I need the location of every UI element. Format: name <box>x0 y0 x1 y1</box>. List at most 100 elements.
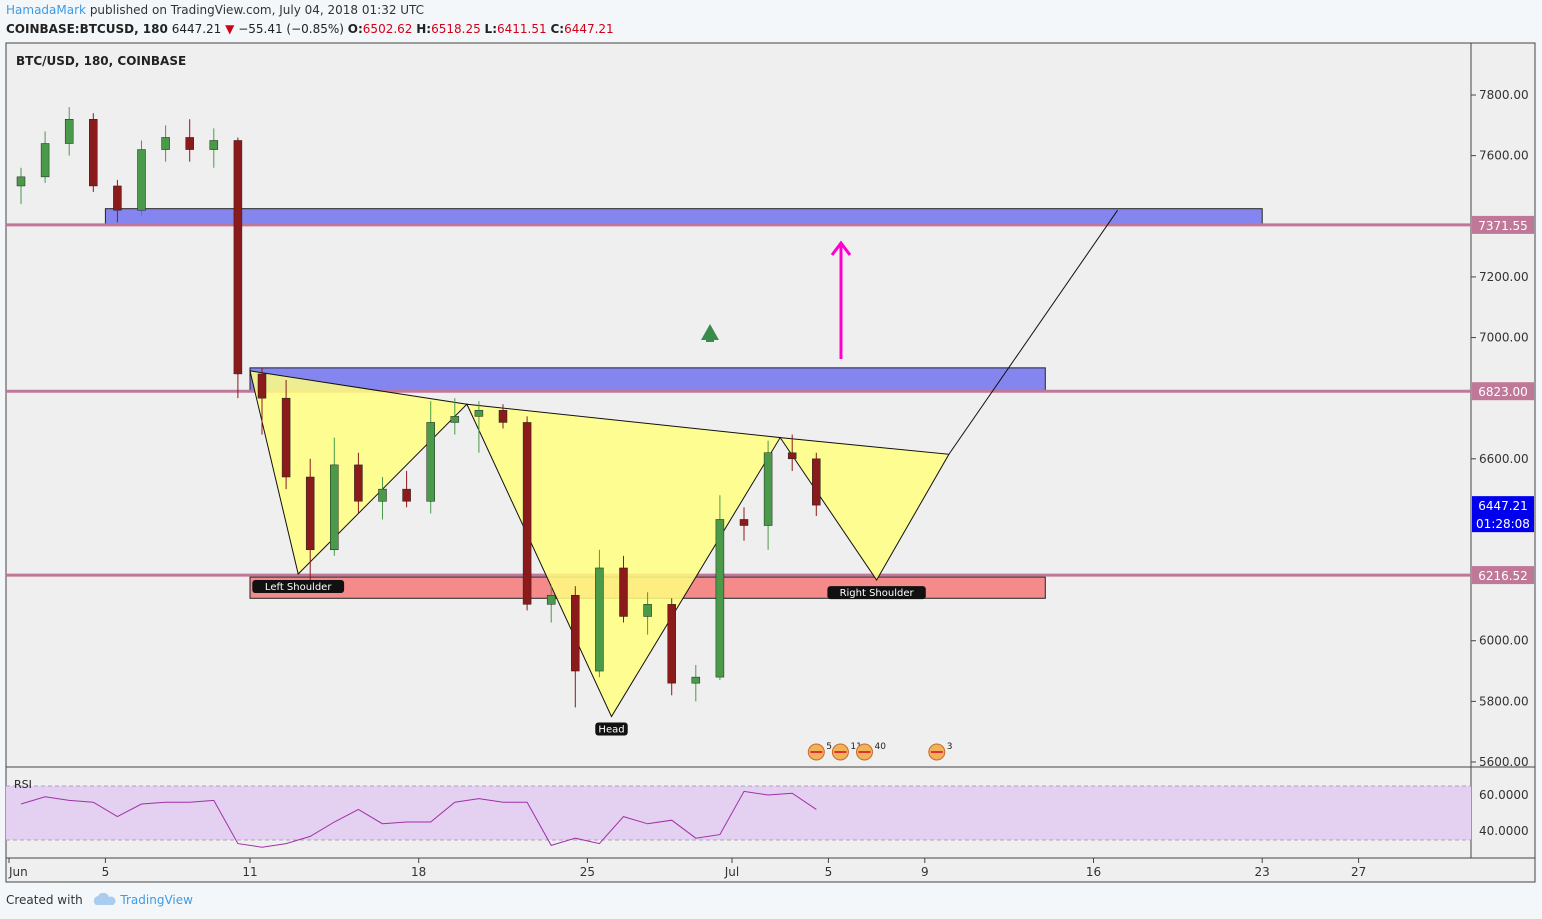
event-count: 3 <box>947 742 953 752</box>
long-position-icon <box>701 324 719 340</box>
candle-body <box>233 140 243 375</box>
rsi-band <box>6 786 1471 840</box>
pattern-label-bg <box>595 722 628 736</box>
candle-body <box>691 676 701 684</box>
footer: Created with TradingView <box>6 892 193 907</box>
created-with-text: Created with <box>6 893 83 907</box>
pattern-label: Head <box>598 725 624 736</box>
candle-body <box>161 137 170 150</box>
time-tick-label: 5 <box>825 865 833 879</box>
time-tick-label: 25 <box>580 865 595 879</box>
rsi-line <box>20 790 817 848</box>
down-arrow-icon: ▼ <box>225 22 235 36</box>
change-text: −55.41 (−0.85%) <box>238 22 344 36</box>
candle-body <box>571 595 580 672</box>
candle-body <box>40 143 50 178</box>
candle-body <box>474 410 484 417</box>
price-tick-label: 7800.00 <box>1479 88 1529 102</box>
published-text: published on TradingView.com, July 04, 2… <box>89 3 425 17</box>
time-tick-label: Jul <box>724 865 739 879</box>
last-price-badge <box>1472 496 1534 533</box>
candle-body <box>763 452 773 526</box>
candle-body <box>113 185 122 211</box>
time-tick-label: 5 <box>102 865 110 879</box>
candle-body <box>185 137 194 150</box>
time-tick-label: 18 <box>411 865 426 879</box>
candle-body <box>715 519 725 678</box>
tradingview-link[interactable]: TradingView <box>120 893 193 907</box>
pattern-label: Right Shoulder <box>840 588 915 599</box>
candle-body <box>209 140 219 150</box>
low-value: 6411.51 <box>497 22 547 36</box>
candle-body <box>450 416 460 423</box>
author-link[interactable]: HamadaMark <box>6 3 86 17</box>
candle-body <box>402 488 411 502</box>
publish-info: HamadaMark published on TradingView.com,… <box>6 3 424 17</box>
time-tick-label: Jun <box>8 865 28 879</box>
candle-body <box>812 458 821 506</box>
candle-body <box>281 397 291 478</box>
rsi-tick-label: 60.0000 <box>1479 788 1529 802</box>
candle-body <box>522 422 532 605</box>
candle-body <box>89 119 98 187</box>
time-tick-label: 27 <box>1351 865 1366 879</box>
candle-body <box>16 176 26 187</box>
price-level-label: 6216.52 <box>1478 569 1528 583</box>
price-tick-label: 5800.00 <box>1479 694 1529 708</box>
price-level-badge <box>1472 382 1534 401</box>
right-shoulder-triangle <box>779 436 950 582</box>
candle-body <box>378 488 387 502</box>
time-tick-label: 9 <box>921 865 929 879</box>
time-tick-label: 11 <box>242 865 257 879</box>
candle-body <box>739 519 749 526</box>
candle-body <box>667 604 676 684</box>
resistance-zone-upper <box>104 208 1263 226</box>
candle-body <box>643 604 652 617</box>
candle-body <box>498 410 508 423</box>
last-price-label: 6447.21 <box>1478 499 1528 513</box>
candle-body <box>137 149 146 211</box>
candle-body <box>426 422 435 502</box>
candle-body <box>619 567 628 617</box>
candle-body <box>787 452 797 460</box>
candle-body <box>354 464 363 502</box>
event-count: 11 <box>850 742 861 752</box>
candle-body <box>546 595 556 605</box>
price-tick-label: 6600.00 <box>1479 452 1529 466</box>
time-tick-label: 16 <box>1086 865 1101 879</box>
candle-body <box>595 567 604 672</box>
long-position-icon-stem <box>706 334 714 342</box>
event-count: 40 <box>875 742 887 752</box>
high-value: 6518.25 <box>431 22 481 36</box>
resistance-zone-neckline <box>249 367 1046 392</box>
pattern-label: Left Shoulder <box>265 582 332 593</box>
candle-body <box>257 373 267 399</box>
event-count: 5 <box>826 742 832 752</box>
price-tick-label: 7000.00 <box>1479 331 1529 345</box>
open-value: 6502.62 <box>362 22 413 36</box>
breakout-projection-line <box>948 209 1119 455</box>
candle-body <box>330 464 339 551</box>
price-level-label: 7371.55 <box>1478 219 1528 233</box>
price-tick-label: 5600.00 <box>1479 755 1529 769</box>
price-level-label: 6823.00 <box>1478 385 1528 399</box>
pattern-label-bg <box>252 580 345 594</box>
price-tick-label: 6000.00 <box>1479 634 1529 648</box>
bar-countdown-label: 01:28:08 <box>1476 517 1530 531</box>
price-tick-label: 7600.00 <box>1479 149 1529 163</box>
candle-body <box>305 476 315 551</box>
symbol-label: COINBASE:BTCUSD, 180 <box>6 22 168 36</box>
close-value: 6447.21 <box>564 22 614 36</box>
rsi-tick-label: 40.0000 <box>1479 824 1529 838</box>
tradingview-cloud-icon <box>93 892 116 905</box>
ohlc-legend: COINBASE:BTCUSD, 180 6447.21 ▼ −55.41 (−… <box>6 22 614 36</box>
target-arrow-head <box>830 240 852 256</box>
chart-title: BTC/USD, 180, COINBASE <box>16 54 186 68</box>
candle-body <box>64 119 74 144</box>
last-price-text: 6447.21 <box>171 22 222 36</box>
price-level-badge <box>1472 566 1534 585</box>
rsi-label: RSI <box>14 778 32 791</box>
price-tick-label: 7200.00 <box>1479 270 1529 284</box>
price-level-badge <box>1472 215 1534 234</box>
